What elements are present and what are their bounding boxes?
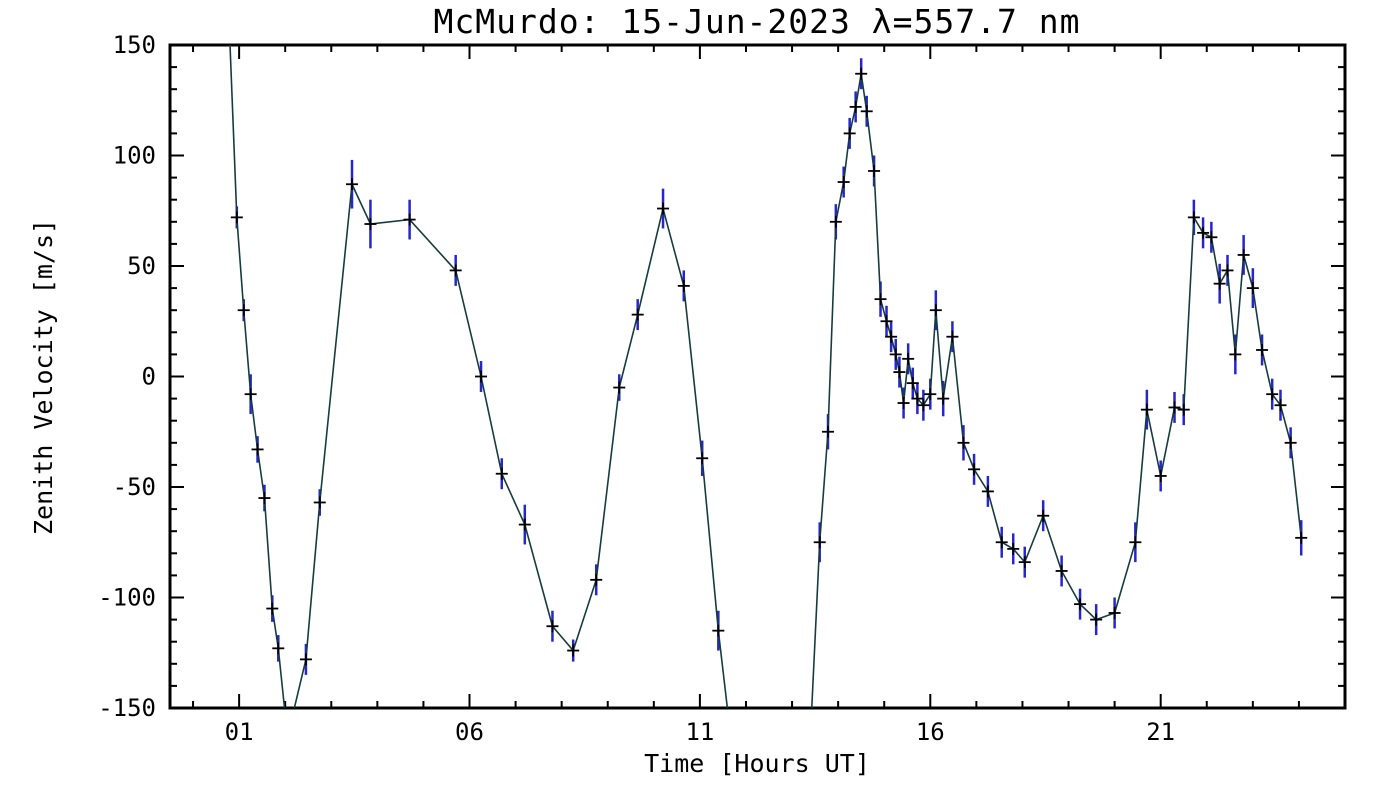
y-tick-label: 50 (127, 252, 156, 280)
error-bars (235, 58, 1303, 675)
y-tick-label: 150 (113, 31, 156, 59)
y-tick-label: 100 (113, 142, 156, 170)
data-line (229, 45, 1303, 708)
y-axis-label: Zenith Velocity [m/s] (29, 219, 58, 535)
y-tick-label: -50 (113, 473, 156, 501)
y-tick-label: -100 (98, 584, 156, 612)
x-axis-label: Time [Hours UT] (644, 749, 870, 778)
y-tick-label: -150 (98, 694, 156, 722)
data-markers (230, 67, 1308, 666)
x-tick-label: 16 (916, 718, 945, 746)
x-tick-label: 06 (455, 718, 484, 746)
axes: 01 06 11 16 21 -150 -100 -50 0 50 100 150 (98, 31, 1347, 746)
velocity-line (229, 45, 1303, 708)
x-tick-label: 11 (685, 718, 714, 746)
y-tick-label: 0 (142, 363, 156, 391)
plot-border (168, 43, 1347, 710)
chart-title: McMurdo: 15-Jun-2023 λ=557.7 nm (434, 2, 1081, 41)
x-tick-label: 01 (225, 718, 254, 746)
x-tick-label: 21 (1146, 718, 1175, 746)
